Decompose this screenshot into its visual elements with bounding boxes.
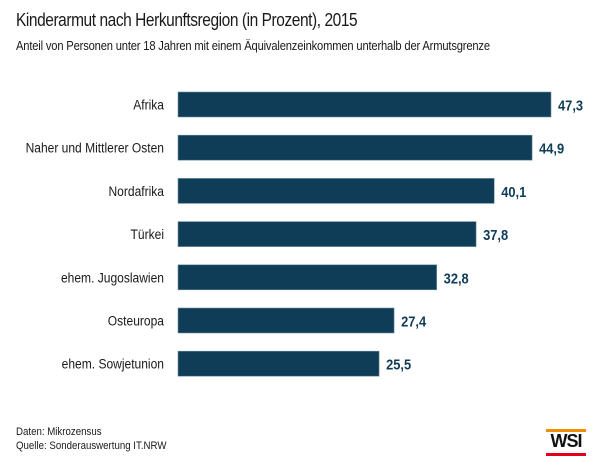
bar-6 [177, 350, 380, 377]
logo-accent-top [546, 429, 586, 432]
bar-3 [177, 221, 477, 247]
bar-4 [177, 264, 437, 291]
value-label-6: 25,5 [386, 356, 411, 373]
value-label-2: 40,1 [501, 183, 526, 200]
category-label-3: Türkei [131, 226, 165, 242]
data-note: Daten: Mikrozensus [16, 426, 102, 438]
bar-0 [177, 91, 552, 118]
logo-text: WSI [550, 431, 583, 451]
category-label-2: Nordafrika [108, 183, 164, 199]
bar-2 [177, 178, 495, 204]
bar-1 [177, 134, 533, 161]
value-label-5: 27,4 [401, 313, 426, 330]
category-label-1: Naher und Mittlerer Osten [26, 140, 164, 156]
category-label-0: Afrika [133, 97, 164, 113]
bar-5 [177, 307, 395, 334]
category-label-6: ehem. Sowjetunion [62, 356, 164, 372]
source-note: Quelle: Sonderauswertung IT.NRW [16, 440, 167, 452]
chart-subtitle: Anteil von Personen unter 18 Jahren mit … [16, 38, 490, 53]
category-label-5: Osteuropa [108, 313, 165, 329]
logo-accent-bottom [546, 453, 586, 456]
chart-title: Kinderarmut nach Herkunftsregion (in Pro… [16, 10, 358, 30]
value-label-0: 47,3 [558, 97, 583, 114]
footer-notes: Daten: Mikrozensus Quelle: Sonderauswert… [16, 425, 166, 453]
category-label-4: ehem. Jugoslawien [61, 269, 164, 285]
wsi-logo: WSI [546, 429, 586, 456]
value-label-3: 37,8 [483, 226, 508, 243]
value-label-1: 44,9 [539, 140, 564, 157]
value-label-4: 32,8 [444, 269, 469, 286]
